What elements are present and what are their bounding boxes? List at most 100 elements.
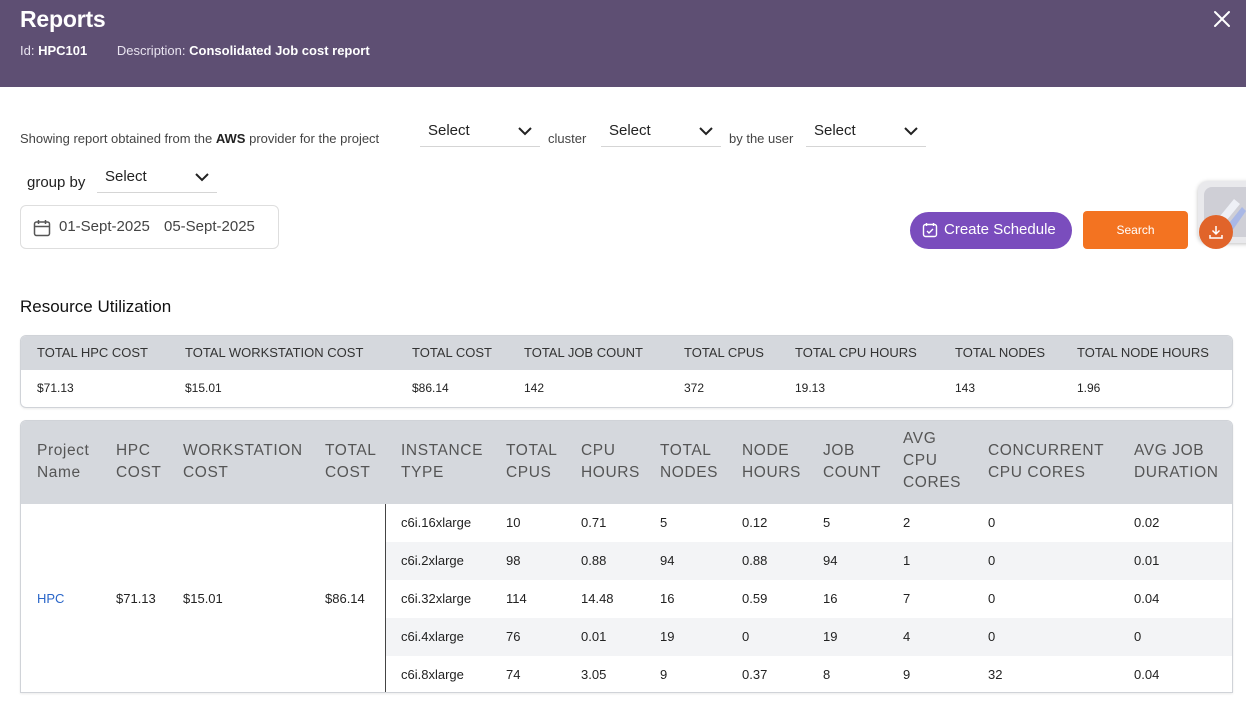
- close-button[interactable]: [1212, 9, 1232, 29]
- summary-value-cell: $71.13: [37, 381, 74, 395]
- search-button[interactable]: Search: [1083, 211, 1188, 249]
- summary-table: TOTAL HPC COST TOTAL WORKSTATION COST TO…: [20, 335, 1233, 408]
- cell-cpu-hours: 0.88: [581, 553, 607, 568]
- group-hpc-cost: $71.13: [116, 591, 156, 606]
- project-select[interactable]: Select: [420, 117, 540, 147]
- column-header-concurrent-cpu-cores: CONCURRENT CPU CORES: [988, 442, 1105, 481]
- cell-node-hours: 0: [742, 629, 750, 644]
- table-row: c6i.4xlarge 76 0.01 19 0 19 4 0 0: [386, 618, 1232, 656]
- cell-cpu-hours: 0.71: [581, 515, 607, 530]
- column-header-cpu-hours: CPU HOURS: [581, 442, 640, 481]
- date-start: 01-Sept-2025: [59, 218, 150, 235]
- cell-total-nodes: 19: [660, 629, 675, 644]
- cell-total-cpus: 98: [506, 553, 521, 568]
- id-label: Id:: [20, 43, 35, 58]
- cell-instance-type: c6i.8xlarge: [401, 667, 464, 682]
- column-header-total-nodes: TOTAL NODES: [660, 442, 719, 481]
- summary-header-cell: TOTAL NODE HOURS: [1077, 345, 1209, 360]
- column-header-avg-cpu-cores: AVG CPU CORES: [903, 430, 962, 491]
- summary-header-cell: TOTAL JOB COUNT: [524, 345, 643, 360]
- cell-node-hours: 0.37: [742, 667, 768, 682]
- date-range-picker[interactable]: 01-Sept-2025 05-Sept-2025: [20, 205, 279, 249]
- summary-header-cell: TOTAL CPU HOURS: [795, 345, 917, 360]
- cell-avg-cpu-cores: 7: [903, 591, 911, 606]
- column-header-project-name: Project Name: [37, 442, 90, 481]
- cell-instance-type: c6i.16xlarge: [401, 515, 472, 530]
- cell-instance-type: c6i.2xlarge: [401, 553, 464, 568]
- cell-concurrent-cpu-cores: 0: [988, 515, 996, 530]
- user-select[interactable]: Select: [806, 117, 926, 147]
- report-header: Reports Id: HPC101 Description: Consolid…: [0, 0, 1246, 87]
- group-total-cost: $86.14: [325, 591, 365, 606]
- cell-total-nodes: 16: [660, 591, 675, 606]
- cluster-select[interactable]: Select: [601, 117, 721, 147]
- column-header-hpc-cost: HPC COST: [116, 442, 162, 481]
- filter-sentence: Showing report obtained from the AWS pro…: [20, 131, 379, 146]
- cell-avg-cpu-cores: 1: [903, 553, 911, 568]
- provider-name: AWS: [215, 131, 246, 146]
- summary-value-cell: $86.14: [412, 381, 449, 395]
- summary-header-cell: TOTAL COST: [412, 345, 492, 360]
- section-title: Resource Utilization: [20, 297, 172, 316]
- table-row: c6i.32xlarge 114 14.48 16 0.59 16 7 0 0.…: [386, 580, 1232, 618]
- cell-job-count: 94: [823, 553, 838, 568]
- group-by-select-value: Select: [105, 168, 147, 185]
- table-row: c6i.2xlarge 98 0.88 94 0.88 94 1 0 0.01: [386, 542, 1232, 580]
- summary-value-cell: $15.01: [185, 381, 222, 395]
- cell-node-hours: 0.12: [742, 515, 768, 530]
- summary-header-cell: TOTAL WORKSTATION COST: [185, 345, 364, 360]
- download-icon: [1209, 226, 1223, 239]
- column-header-workstation-cost: WORKSTATION COST: [183, 442, 303, 481]
- page-title: Reports: [20, 6, 106, 32]
- cell-avg-cpu-cores: 4: [903, 629, 911, 644]
- cell-instance-type: c6i.32xlarge: [401, 591, 472, 606]
- table-row: c6i.8xlarge 74 3.05 9 0.37 8 9 32 0.04: [386, 656, 1232, 692]
- column-header-instance-type: INSTANCE TYPE: [401, 442, 484, 481]
- user-select-value: Select: [814, 122, 856, 139]
- cell-concurrent-cpu-cores: 0: [988, 591, 996, 606]
- project-link-hpc[interactable]: HPC: [37, 591, 65, 606]
- cell-instance-type: c6i.4xlarge: [401, 629, 464, 644]
- summary-header-cell: TOTAL CPUS: [684, 345, 764, 360]
- chevron-down-icon: [518, 127, 532, 136]
- create-schedule-label: Create Schedule: [944, 221, 1056, 238]
- table-row: c6i.16xlarge 10 0.71 5 0.12 5 2 0 0.02: [386, 504, 1232, 542]
- column-header-job-count: JOB COUNT: [823, 442, 882, 481]
- cluster-select-value: Select: [609, 122, 651, 139]
- group-by-select[interactable]: Select: [97, 163, 217, 193]
- filter-mid-text: provider for the project: [249, 131, 380, 146]
- cell-avg-job-duration: 0.04: [1134, 591, 1160, 606]
- cell-cpu-hours: 14.48: [581, 591, 614, 606]
- summary-value-cell: 142: [524, 381, 545, 395]
- cell-job-count: 19: [823, 629, 838, 644]
- column-header-total-cost: TOTAL COST: [325, 442, 377, 481]
- cell-avg-job-duration: 0: [1134, 629, 1142, 644]
- chevron-down-icon: [904, 127, 918, 136]
- cell-total-cpus: 10: [506, 515, 521, 530]
- create-schedule-button[interactable]: Create Schedule: [910, 212, 1072, 249]
- cell-node-hours: 0.59: [742, 591, 768, 606]
- cell-job-count: 5: [823, 515, 831, 530]
- cell-concurrent-cpu-cores: 0: [988, 629, 996, 644]
- close-icon: [1214, 11, 1230, 27]
- summary-header-cell: TOTAL NODES: [955, 345, 1046, 360]
- cell-cpu-hours: 0.01: [581, 629, 607, 644]
- group-workstation-cost: $15.01: [183, 591, 223, 606]
- filter-prefix-text: Showing report obtained from the: [20, 131, 213, 146]
- cell-avg-cpu-cores: 2: [903, 515, 911, 530]
- cell-total-nodes: 5: [660, 515, 668, 530]
- column-header-avg-job-duration: AVG JOB DURATION: [1134, 442, 1219, 481]
- cell-concurrent-cpu-cores: 32: [988, 667, 1003, 682]
- cell-avg-cpu-cores: 9: [903, 667, 911, 682]
- description-value: Consolidated Job cost report: [189, 43, 370, 58]
- cell-concurrent-cpu-cores: 0: [988, 553, 996, 568]
- cell-job-count: 8: [823, 667, 831, 682]
- report-meta: Id: HPC101 Description: Consolidated Job…: [20, 43, 370, 58]
- cell-node-hours: 0.88: [742, 553, 768, 568]
- download-button[interactable]: [1199, 215, 1233, 249]
- description-label: Description:: [116, 43, 186, 58]
- summary-header-cell: TOTAL HPC COST: [37, 345, 148, 360]
- cell-total-cpus: 114: [506, 591, 527, 606]
- summary-value-cell: 19.13: [795, 381, 826, 395]
- user-label: by the user: [729, 131, 794, 146]
